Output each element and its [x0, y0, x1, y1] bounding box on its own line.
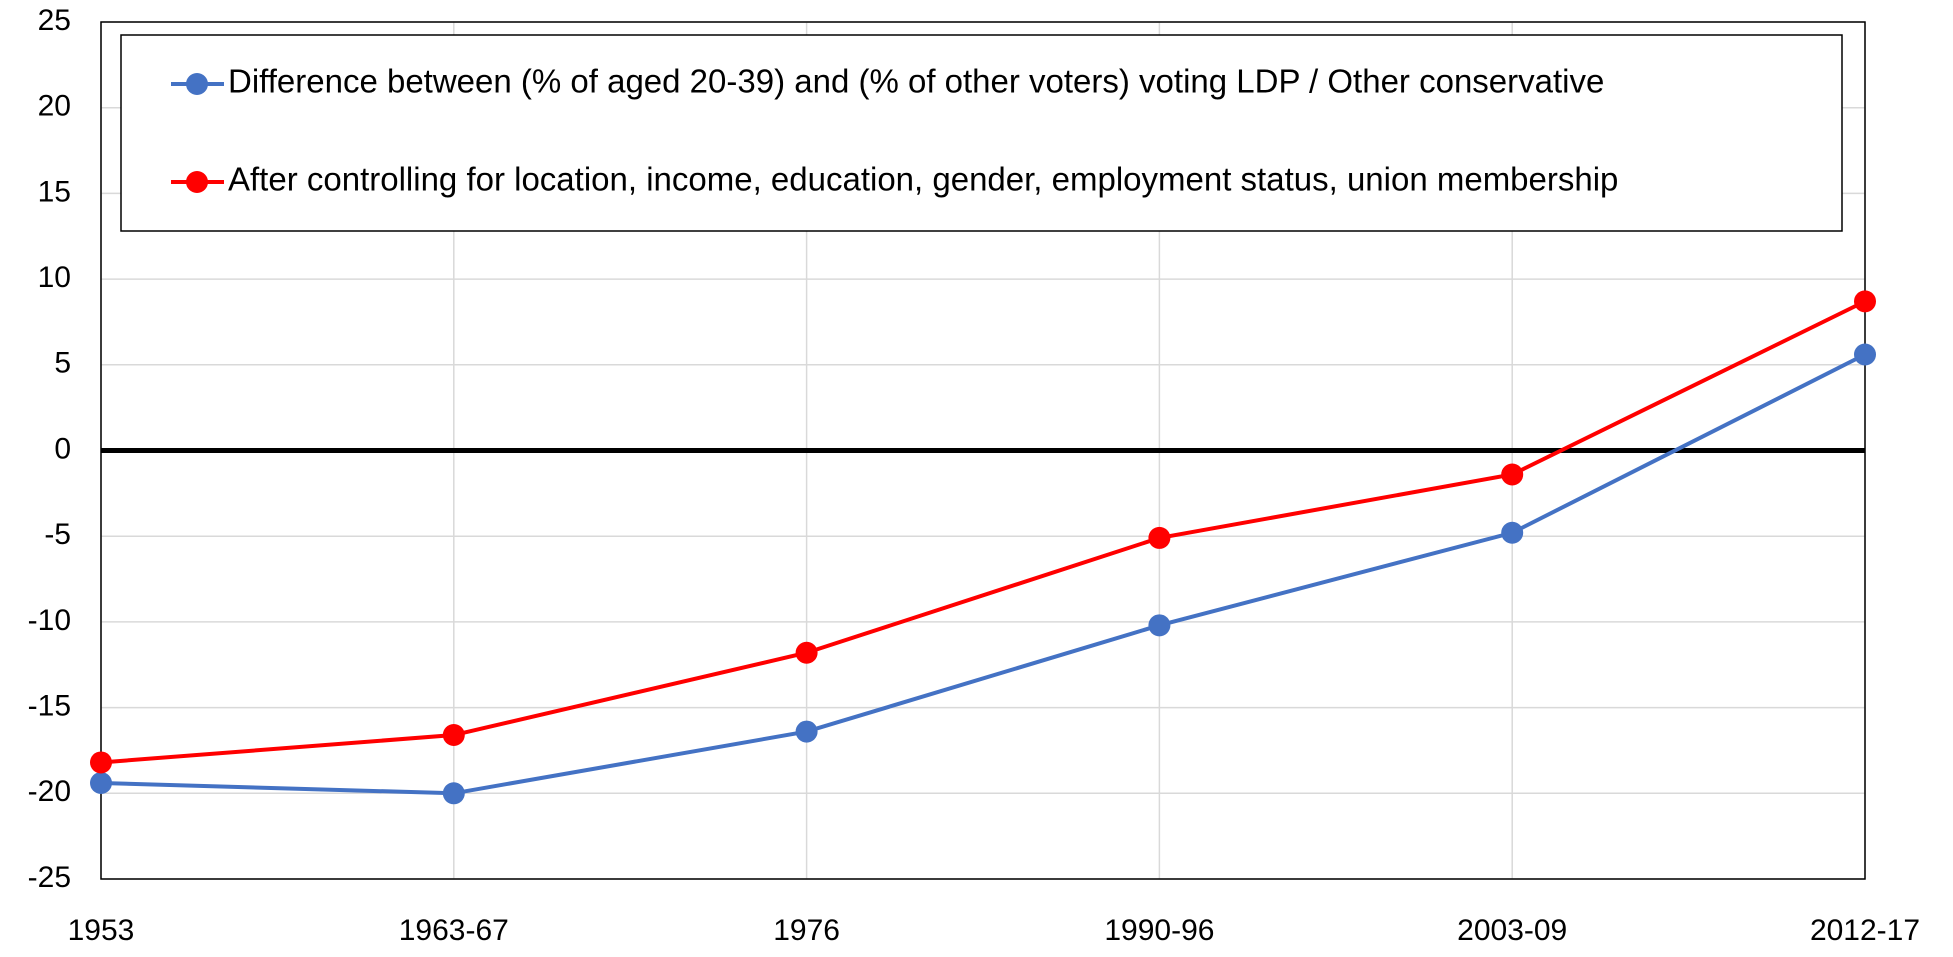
data-point	[1148, 526, 1171, 549]
data-point	[442, 782, 465, 805]
y-tick-label: 25	[38, 4, 71, 37]
data-point	[90, 772, 112, 795]
data-point	[1854, 343, 1876, 366]
legend-label: After controlling for location, income, …	[228, 161, 1618, 198]
legend-label: Difference between (% of aged 20-39) and…	[228, 63, 1604, 100]
x-tick-label: 2003-09	[1457, 914, 1567, 947]
y-tick-label: -20	[28, 775, 71, 808]
y-tick-label: 15	[38, 175, 71, 208]
data-point	[795, 641, 818, 664]
y-tick-label: 0	[54, 432, 71, 465]
y-tick-label: -15	[28, 690, 71, 723]
y-tick-label: -5	[44, 518, 71, 551]
data-point	[90, 751, 112, 774]
y-tick-label: -25	[28, 861, 71, 894]
series-line	[100, 299, 1866, 765]
x-tick-label: 1953	[68, 914, 135, 947]
legend-marker	[186, 73, 208, 95]
y-tick-label: 20	[38, 90, 71, 123]
legend-box	[120, 34, 1843, 232]
data-point	[795, 720, 818, 743]
x-tick-label: 1963-67	[399, 914, 509, 947]
data-point	[1148, 614, 1171, 637]
legend-marker	[186, 171, 208, 193]
x-tick-label: 1990-96	[1104, 914, 1214, 947]
data-point	[1501, 463, 1524, 486]
y-tick-label: 5	[54, 347, 71, 380]
data-point	[1501, 521, 1524, 544]
legend: Difference between (% of aged 20-39) and…	[120, 34, 1843, 232]
data-point	[1854, 290, 1876, 313]
y-tick-label: -10	[28, 604, 71, 637]
y-tick-label: 10	[38, 261, 71, 294]
x-tick-label: 2012-17	[1810, 914, 1920, 947]
marks	[90, 290, 1876, 805]
data-point	[442, 724, 465, 747]
series-line	[100, 352, 1866, 796]
grid: -25 -20 -15 -10 -5 0 5 10 15 20 25 1953 1963-67 1976 1…	[28, 4, 1920, 947]
x-tick-label: 1976	[773, 914, 840, 947]
